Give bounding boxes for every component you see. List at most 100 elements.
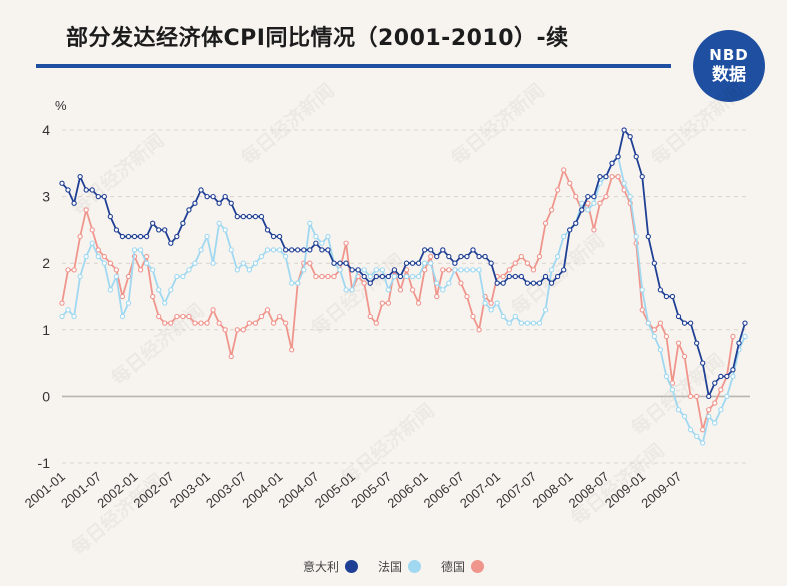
data-point [83,253,89,260]
data-point [706,407,712,413]
data-point [633,153,639,160]
data-point [693,433,700,440]
data-point [554,187,561,193]
data-point [530,320,537,326]
data-point [512,313,518,320]
data-point [180,220,186,226]
data-point [591,193,597,200]
data-point [295,280,301,286]
data-point [627,193,633,200]
legend-swatch [471,560,485,573]
data-point [440,287,446,293]
data-point [700,360,706,366]
legend-item: 德国 [441,558,485,575]
data-point [651,260,657,266]
data-point [162,300,168,306]
data-point [59,313,65,320]
data-point [107,213,114,220]
data-point [373,267,379,273]
data-point [71,200,77,206]
data-point [143,233,150,240]
data-point [494,300,500,306]
data-point [210,307,216,313]
data-point [494,280,500,286]
data-point [645,233,651,240]
data-point [706,413,712,420]
data-point [222,227,228,233]
data-point [657,287,664,293]
data-point [579,207,585,213]
data-point [730,333,736,340]
data-point [409,273,416,280]
data-point [621,180,627,186]
data-point [452,260,458,266]
data-point [295,247,301,253]
data-point [270,320,277,326]
data-point [174,313,180,320]
data-point [554,253,561,260]
data-point [434,253,440,260]
data-point [591,200,597,206]
data-point [561,267,567,273]
data-point [700,427,706,433]
data-point [343,287,349,293]
x-tick-label: 2003-01 [167,469,213,511]
x-tick-label: 2006-01 [384,469,430,511]
data-point [59,180,65,186]
data-point [89,227,95,233]
data-point [458,280,464,286]
x-tick-label: 2003-07 [203,469,249,511]
data-point [548,267,555,273]
data-point [137,233,144,240]
logo-text-nbd: NBD [709,46,749,64]
data-point [325,273,331,280]
x-tick-label: 2004-01 [239,469,285,511]
data-point [240,327,246,333]
data-point [95,253,101,260]
data-point [246,267,253,273]
data-point [548,207,555,213]
data-point [331,273,337,280]
y-tick-label: 1 [42,322,50,338]
data-point [385,287,392,293]
data-point [700,440,706,446]
data-point [77,173,83,180]
data-point [216,320,222,326]
data-point [693,393,700,400]
data-point [621,127,627,133]
data-point [168,320,174,326]
data-point [192,320,198,326]
data-point [373,320,379,326]
data-point [687,393,694,400]
data-point [216,220,222,226]
data-point [228,353,234,360]
data-point [693,340,700,346]
data-point [222,193,228,200]
data-point [143,260,150,266]
data-point [192,260,198,266]
data-point [639,307,645,313]
data-point [198,320,204,326]
data-point [422,260,428,266]
data-point [361,273,367,280]
data-point [307,220,313,226]
data-point [313,240,319,246]
data-point [712,400,718,406]
data-point [615,153,621,160]
data-point [428,253,434,260]
data-point [252,260,259,266]
data-point [536,253,543,260]
data-point [228,247,234,253]
data-point [198,247,204,253]
data-point [89,187,95,193]
x-tick-label: 2004-07 [276,469,322,511]
data-point [71,267,77,273]
data-point [591,227,597,233]
data-point [712,420,718,426]
data-point [367,313,373,320]
data-point [542,220,549,226]
data-point [573,220,579,226]
data-point [585,193,591,200]
data-point [228,200,234,206]
